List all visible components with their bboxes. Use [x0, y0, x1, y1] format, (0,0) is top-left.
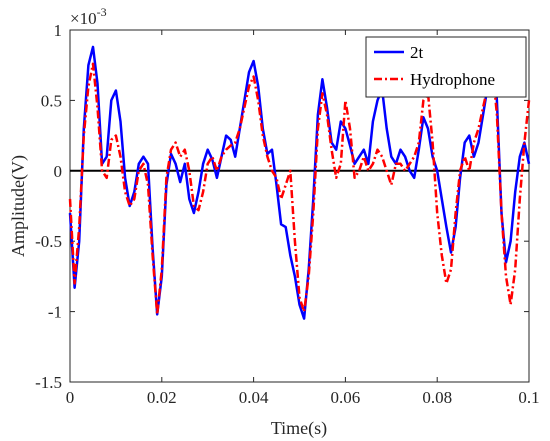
y-axis-title: Amplitude(V) [8, 155, 29, 257]
tick-labels: 0 0.02 0.04 0.06 0.08 0.1 -1.5 -1 -0.5 0 0.5 1 [35, 21, 540, 407]
x-tick-label: 0.06 [331, 388, 361, 407]
x-tick-label: 0.1 [518, 388, 539, 407]
y-exponent-power: -3 [97, 5, 107, 19]
legend-label-hydrophone: Hydrophone [410, 70, 495, 89]
x-tick-label: 0 [66, 388, 75, 407]
series-line-hydrophone [68, 62, 531, 316]
y-tick-label: 0 [54, 162, 63, 181]
y-tick-label: -0.5 [35, 232, 62, 251]
legend-box [365, 36, 527, 98]
y-tick-label: 1 [54, 21, 63, 40]
x-tick-label: 0.08 [422, 388, 452, 407]
legend: 2t Hydrophone [365, 36, 527, 98]
x-tick-label: 0.02 [147, 388, 177, 407]
legend-label-2t: 2t [410, 43, 424, 62]
x-axis-title: Time(s) [271, 418, 327, 439]
y-tick-label: -1.5 [35, 373, 62, 392]
x-tick-label: 0.04 [239, 388, 269, 407]
y-tick-label: -1 [48, 303, 62, 322]
y-tick-label: 0.5 [41, 91, 62, 110]
y-exponent-label: ×10-3 [70, 5, 107, 28]
y-exponent-base: ×10 [70, 9, 97, 28]
series-layer [68, 38, 531, 320]
